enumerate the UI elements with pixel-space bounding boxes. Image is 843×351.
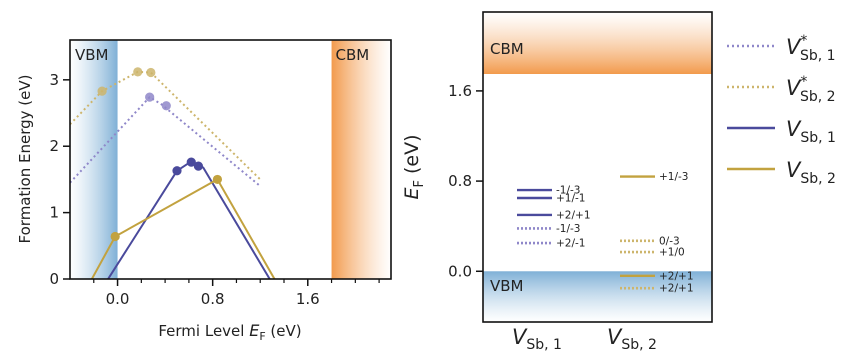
data-point <box>145 92 155 102</box>
level-label: +1/0 <box>659 247 685 259</box>
axis-ticks: 0.0 0.8 1.6 <box>448 82 483 280</box>
x-tick-label: 0.0 <box>106 290 130 308</box>
column-label-2: VSb, 2 <box>607 325 657 351</box>
cbm-label: CBM <box>336 46 370 64</box>
vbm-label: VBM <box>75 46 109 64</box>
y-tick-label: 0 <box>49 270 59 288</box>
series-line-4 <box>90 178 276 279</box>
level-label: -1/-3 <box>556 223 580 235</box>
y-axis-label: Formation Energy (eV) <box>16 75 34 244</box>
data-point <box>212 174 223 185</box>
vbm-band <box>70 40 118 279</box>
data-point <box>97 86 107 96</box>
right-panel: VBM CBM -1/-3+1/-1+2/+1-1/-3+2/-1+1/-30/… <box>401 11 713 351</box>
legend-entry: VSb, 1 <box>786 117 836 146</box>
y-tick-label: 2 <box>49 137 59 155</box>
y-tick-label: 0.0 <box>448 262 472 280</box>
data-point <box>110 231 120 242</box>
level-label: +2/+1 <box>659 270 694 282</box>
data-point <box>161 101 171 111</box>
x-axis-label: Fermi Level EF (eV) <box>158 321 301 343</box>
column-label-1: VSb, 1 <box>512 325 562 351</box>
data-point <box>133 67 143 77</box>
y-tick-label: 1 <box>49 204 59 222</box>
y-tick-label: 1.6 <box>448 82 472 100</box>
level-label: -1/-3 <box>556 185 580 197</box>
cbm-band <box>331 40 391 279</box>
level-label: +2/+1 <box>659 283 694 295</box>
level-label: +1/-3 <box>659 171 689 183</box>
y-axis-label: EF (eV) <box>401 134 427 199</box>
level-label: +2/+1 <box>556 209 591 221</box>
cbm-band <box>483 12 712 74</box>
left-panel: VBM CBM 0.0 0.8 1.6 0 1 2 3 Formation Energy (… <box>16 39 392 343</box>
cbm-label: CBM <box>490 40 524 58</box>
legend: V* Sb, 1 V* Sb, 2 VSb, 1 VSb, 2 <box>727 33 836 187</box>
legend-entry: V* Sb, 1 <box>786 33 836 64</box>
legend-entry: V* Sb, 2 <box>786 74 836 105</box>
level-label: +2/-1 <box>556 238 586 250</box>
y-tick-label: 3 <box>49 71 59 89</box>
levels-group: -1/-3+1/-1+2/+1-1/-3+2/-1+1/-30/-3+1/0+2… <box>517 171 694 295</box>
axis-ticks: 0.0 0.8 1.6 0 1 2 3 <box>49 71 380 308</box>
y-tick-label: 0.8 <box>448 172 472 190</box>
x-tick-label: 1.6 <box>296 290 320 308</box>
x-tick-label: 0.8 <box>201 290 225 308</box>
plot-frame <box>482 11 713 323</box>
legend-entry: VSb, 2 <box>786 158 836 187</box>
data-point <box>146 67 156 78</box>
series-group <box>70 67 276 279</box>
plot-frame <box>69 39 392 280</box>
vbm-band <box>483 271 712 322</box>
data-point <box>193 161 203 171</box>
level-label: 0/-3 <box>659 235 680 247</box>
vbm-label: VBM <box>490 277 524 295</box>
data-point <box>172 166 182 176</box>
data-point <box>186 157 196 167</box>
level-label: +1/-1 <box>556 193 586 205</box>
